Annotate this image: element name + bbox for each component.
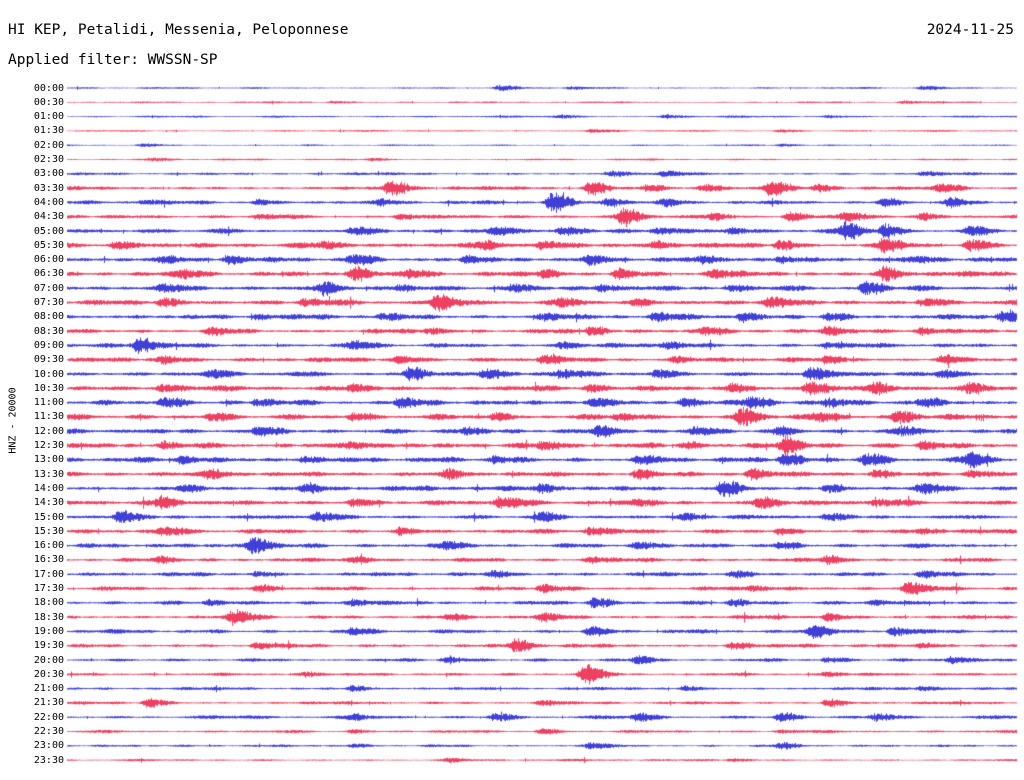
time-label-2330: 23:30 [33, 754, 64, 766]
time-label-0030: 00:30 [33, 96, 64, 108]
channel-scale-label: HNZ - 20000 [7, 387, 19, 454]
time-label-0800: 08:00 [33, 311, 64, 323]
time-label-0730: 07:30 [33, 297, 64, 308]
time-label-1200: 12:00 [33, 425, 64, 437]
time-label-1000: 10:00 [33, 368, 64, 380]
time-label-1630: 16:30 [33, 554, 64, 566]
time-label-0600: 06:00 [33, 254, 64, 266]
time-label-1530: 15:30 [33, 525, 64, 537]
time-label-1400: 14:00 [33, 482, 64, 494]
time-label-0100: 01:00 [33, 111, 64, 123]
time-label-2100: 21:00 [33, 683, 64, 695]
time-label-2200: 22:00 [33, 711, 64, 723]
time-label-0230: 02:30 [33, 154, 64, 165]
time-label-1930: 19:30 [33, 640, 64, 652]
time-label-0200: 02:00 [33, 139, 64, 151]
time-label-1230: 12:30 [33, 440, 64, 451]
time-label-1030: 10:30 [33, 382, 64, 394]
time-label-0530: 05:30 [33, 239, 64, 251]
time-label-0330: 03:30 [33, 182, 64, 194]
time-label-1600: 16:00 [33, 540, 64, 552]
time-label-0430: 04:30 [33, 211, 64, 223]
time-label-0000: 00:00 [33, 82, 64, 94]
time-label-0900: 09:00 [33, 339, 64, 351]
time-label-1100: 11:00 [33, 397, 64, 409]
time-label-0700: 07:00 [33, 282, 64, 294]
time-label-2030: 20:30 [33, 668, 64, 680]
time-label-1700: 17:00 [33, 568, 64, 580]
time-label-1300: 13:00 [33, 454, 64, 466]
applied-filter-label: Applied filter: WWSSN-SP [8, 52, 218, 68]
time-label-0630: 06:30 [33, 268, 64, 280]
time-label-1500: 15:00 [33, 511, 64, 523]
station-title: HI KEP, Petalidi, Messenia, Peloponnese [8, 22, 349, 38]
time-label-1900: 19:00 [33, 625, 64, 637]
time-label-1730: 17:30 [33, 583, 64, 594]
time-label-2300: 23:00 [33, 740, 64, 752]
time-label-1130: 11:30 [33, 411, 64, 423]
time-label-2130: 21:30 [33, 697, 64, 709]
time-label-1800: 18:00 [33, 597, 64, 609]
time-label-0130: 01:30 [33, 125, 64, 137]
time-label-2000: 20:00 [33, 654, 64, 666]
time-label-0400: 04:00 [33, 196, 64, 208]
time-label-1830: 18:30 [33, 611, 64, 623]
time-label-1430: 14:30 [33, 497, 64, 509]
time-label-0830: 08:30 [33, 325, 64, 337]
date-label: 2024-11-25 [926, 22, 1014, 38]
time-label-0500: 05:00 [33, 225, 64, 237]
time-label-2230: 22:30 [33, 726, 64, 737]
time-label-1330: 13:30 [33, 468, 64, 480]
time-label-0300: 03:00 [33, 168, 64, 180]
time-label-0930: 09:30 [33, 354, 64, 366]
